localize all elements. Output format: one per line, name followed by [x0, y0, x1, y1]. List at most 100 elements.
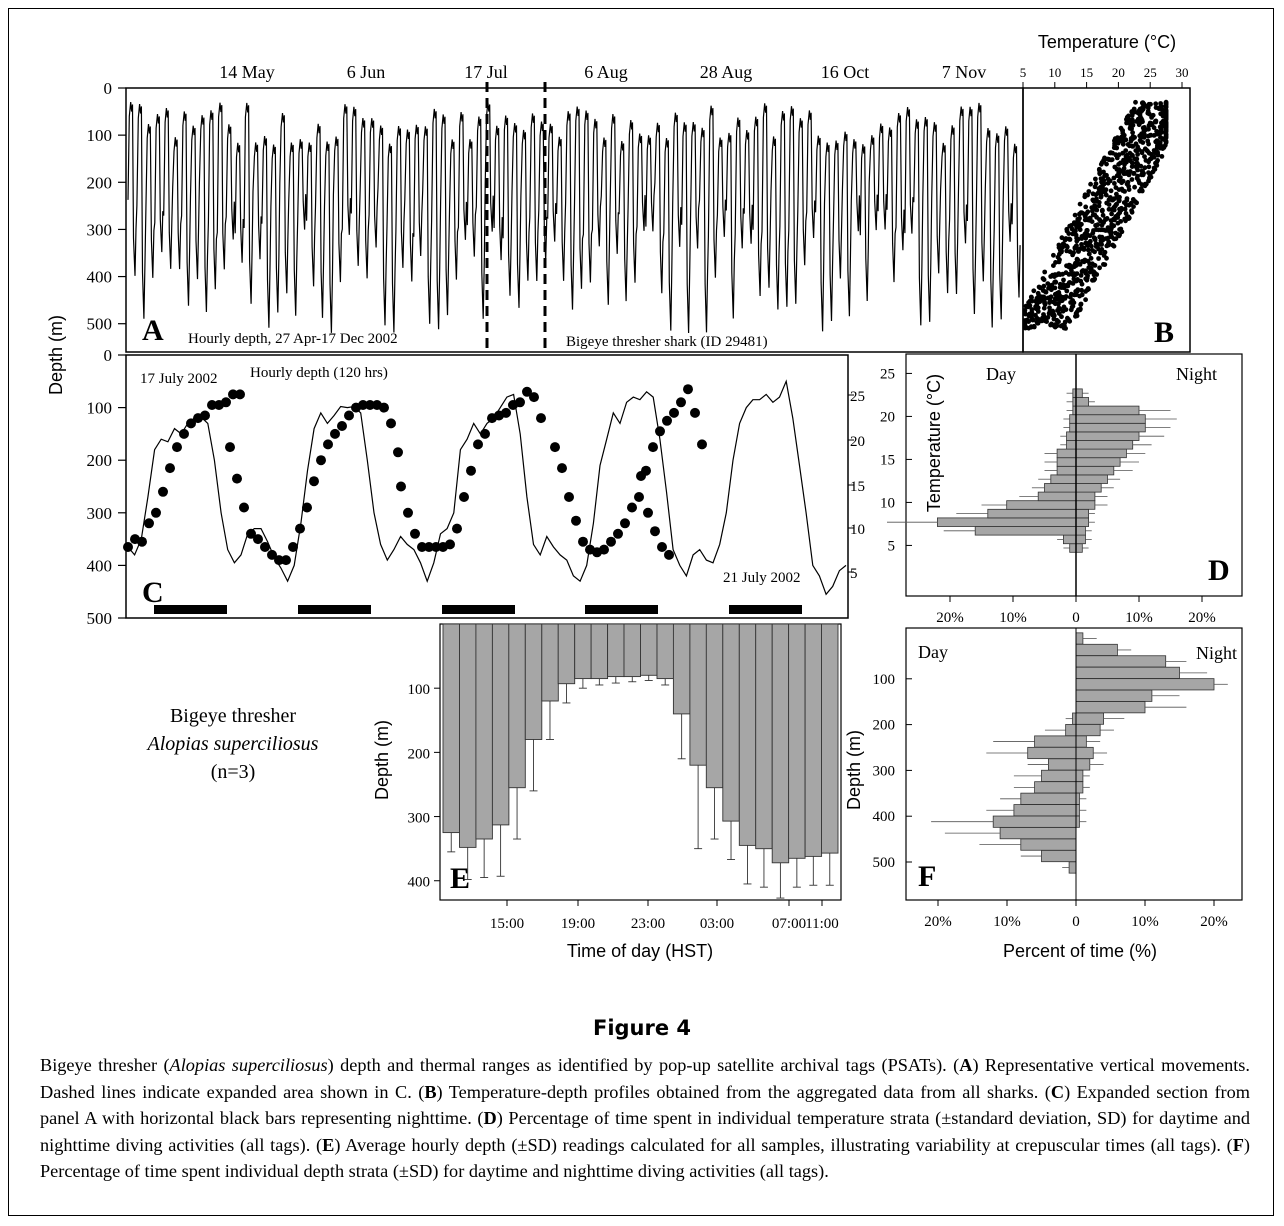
panel-d-night-bar: [1075, 500, 1096, 510]
panel-c-temperature-dot: [634, 492, 644, 502]
panel-b-point: [1074, 257, 1080, 263]
panel-c-temperature-dot: [417, 542, 427, 552]
panel-c-temperature-dot: [636, 471, 646, 481]
panel-b-point: [1059, 235, 1065, 241]
panel-e-x-tick-label: 07:00: [772, 916, 806, 932]
panel-e-bar: [788, 623, 806, 859]
panel-b-point: [1111, 145, 1117, 151]
panel-c-annotation: 17 July 2002: [140, 371, 218, 387]
panel-e-bar: [656, 623, 674, 680]
panel-d-x-tick-label: 20%: [936, 610, 964, 626]
panel-c-temperature-dot: [393, 447, 403, 458]
panel-c-temperature-dot: [431, 542, 441, 552]
panel-b-point: [1126, 113, 1131, 119]
panel-c-temperature-dot: [648, 442, 658, 453]
panel-b-point: [1155, 143, 1160, 148]
panel-d-y-tick-label: 25: [880, 366, 895, 382]
panel-c-temperature-dot: [606, 536, 616, 547]
panel-e-x-tick-label: 15:00: [490, 916, 524, 932]
panel-b-point: [1140, 172, 1146, 178]
panel-b-point: [1046, 285, 1051, 291]
panel-b-point: [1143, 181, 1149, 187]
panel-c-temperature-dot: [657, 542, 667, 552]
panel-b-point: [1129, 126, 1134, 132]
panel-b-point: [1157, 140, 1163, 145]
panel-c-temperature-dot: [386, 418, 396, 429]
panel-f-y-tick-label: 300: [873, 763, 896, 779]
panel-b-point: [1064, 226, 1070, 232]
panel-c-temperature-dot: [235, 389, 245, 400]
panel-e-bar: [640, 623, 658, 676]
panel-c-y-tick-label: 200: [87, 451, 113, 470]
panel-d-day-bar: [1069, 543, 1077, 553]
panel-c-frame: [125, 354, 849, 619]
panel-b-point: [1147, 120, 1153, 126]
panel-b-point: [1135, 144, 1140, 150]
panel-d-y-tick-label: 5: [888, 538, 896, 554]
panel-b-point: [1079, 234, 1085, 239]
panel-f: 20% 10% 0 10% 20% 100 200 300 400 500 Depth (m) Per…: [844, 627, 1243, 961]
panel-b-point: [1116, 198, 1122, 204]
panel-c-temperature-dot: [260, 542, 270, 552]
species-scientific-name: Alopias superciliosus: [146, 733, 319, 755]
panel-c-temperature-dot: [207, 400, 217, 410]
panel-b-point: [1116, 162, 1121, 167]
panel-b-point: [1053, 279, 1058, 285]
panel-b-point: [1112, 181, 1117, 186]
panel-b-point: [1118, 125, 1124, 131]
panel-f-night-bar: [1075, 735, 1087, 748]
panel-c-temperature-dot: [179, 428, 189, 439]
panel-e: 100 200 300 400 15:00 19:00 23:00 03:00 07:00 11:…: [372, 623, 842, 961]
panel-c-temperature-dot: [358, 400, 368, 410]
panel-b-point: [1037, 285, 1043, 291]
panel-b-point: [1043, 289, 1049, 295]
panel-b-point: [1092, 184, 1098, 190]
panel-f-night-bar: [1075, 815, 1080, 828]
panel-b-point: [1159, 106, 1165, 112]
panel-b-point: [1089, 267, 1094, 273]
panel-b-point: [1139, 168, 1145, 174]
panel-b-point: [1055, 272, 1061, 277]
panel-c-temperature-dot: [571, 515, 581, 526]
panel-b-point: [1153, 139, 1159, 145]
panel-e-bar: [508, 623, 526, 789]
panel-b-point: [1052, 285, 1058, 291]
panel-b-point: [1078, 302, 1084, 308]
panel-f-night-bar: [1075, 655, 1167, 668]
panel-b-point: [1108, 225, 1113, 230]
panel-b-point: [1097, 242, 1103, 247]
panel-b-point: [1066, 231, 1072, 237]
panel-b-point: [1086, 251, 1092, 257]
panel-c-temperature-dot: [452, 523, 462, 534]
panel-c-temperature-dot: [151, 507, 161, 518]
panel-f-night-bar: [1075, 701, 1146, 714]
panel-b-point: [1119, 134, 1124, 140]
panel-c-temperature-dot: [323, 439, 333, 450]
panel-b-point: [1064, 263, 1069, 269]
panel-b-point: [1056, 259, 1062, 265]
panel-a-y-tick-label: 0: [104, 79, 113, 98]
panel-f-x-axis-label: Percent of time (%): [1003, 941, 1157, 961]
panel-c-temperature-dot: [501, 407, 511, 418]
panel-b-point: [1103, 217, 1109, 223]
panel-b-point: [1145, 148, 1150, 154]
panel-f-night-bar: [1075, 792, 1080, 805]
panel-b-point: [1124, 196, 1130, 202]
panel-f-x-tick-label: 0: [1072, 914, 1080, 930]
panel-b-point: [1082, 192, 1088, 198]
panel-e-bar: [738, 623, 757, 846]
panel-b-point: [1063, 236, 1069, 241]
panel-c-night-bar: [298, 605, 371, 614]
panel-c-temperature-dot: [330, 428, 340, 439]
panel-b-point: [1066, 317, 1071, 322]
panel-e-bar: [541, 623, 559, 702]
panel-b-point: [1041, 312, 1046, 317]
panel-b-point: [1093, 192, 1099, 198]
panel-b-point: [1158, 101, 1163, 106]
panel-f-day-bar: [1048, 758, 1077, 771]
panel-b-point: [1096, 200, 1102, 205]
panel-b-point: [1153, 101, 1159, 107]
panel-b-point: [1106, 202, 1112, 207]
panel-b-point: [1100, 227, 1106, 233]
panel-b-point: [1035, 309, 1041, 314]
